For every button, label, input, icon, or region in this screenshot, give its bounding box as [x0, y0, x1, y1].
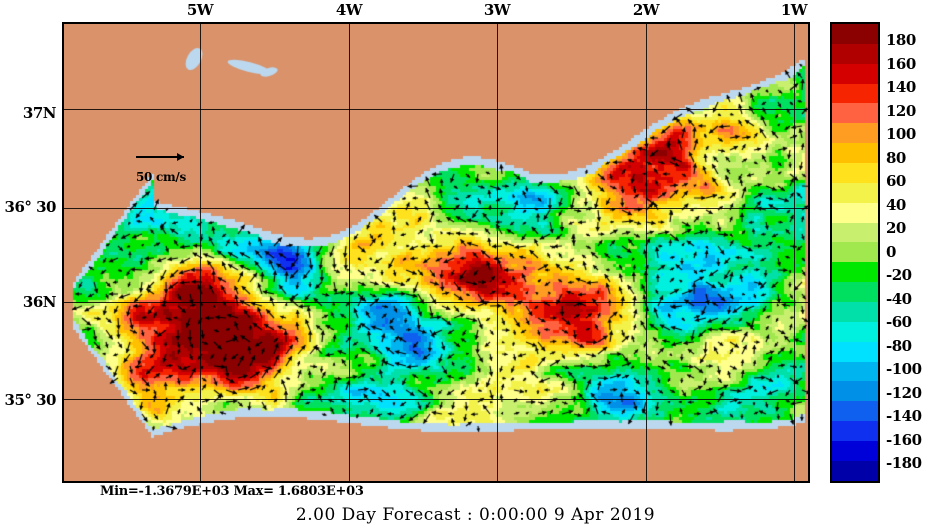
colorbar-band-6 [832, 143, 878, 164]
forecast-title: 2.00 Day Forecast : 0:00:00 9 Apr 2019 [295, 505, 656, 525]
vector-scale-key: 50 cm/s [136, 134, 256, 194]
gridline-lon-5w [200, 24, 201, 481]
colorbar-tick-labels: 180 160 140 120 100 80 60 40 20 0 -20 -40 -60 -80 -100… [886, 22, 951, 483]
x-tick-label-5w: 5W [186, 1, 214, 19]
colorbar-band-7 [832, 163, 878, 183]
colorbar-tick-neg160: -160 [886, 430, 922, 449]
gridline-lat-35-30 [64, 399, 808, 400]
colorbar-tick-140: 140 [886, 78, 916, 96]
colorbar-tick-120: 120 [886, 101, 916, 120]
x-tick-label-3w: 3W [483, 1, 511, 19]
y-tick-label-36n: 36N [22, 293, 57, 311]
colorbar-tick-neg80: -80 [886, 336, 912, 355]
gridline-lat-36-30 [64, 208, 808, 209]
colorbar-band-21 [832, 441, 878, 461]
colorbar-band-15 [832, 321, 878, 342]
colorbar[interactable] [830, 22, 880, 483]
gridline-lon-3w [497, 24, 498, 481]
colorbar-tick-neg40: -40 [886, 289, 912, 308]
colorbar-tick-180: 180 [886, 31, 916, 49]
colorbar-band-18 [832, 381, 878, 402]
colorbar-tick-neg180: -180 [886, 454, 922, 472]
scale-arrow-icon [136, 153, 184, 161]
colorbar-tick-20: 20 [886, 219, 906, 237]
x-tick-label-4w: 4W [335, 1, 363, 19]
colorbar-band-4 [832, 103, 878, 124]
y-tick-label-37n: 37N [22, 104, 57, 122]
colorbar-band-2 [832, 63, 878, 84]
colorbar-tick-160: 160 [886, 54, 916, 73]
colorbar-band-17 [832, 361, 878, 382]
colorbar-band-11 [832, 242, 878, 263]
colorbar-tick-neg140: -140 [886, 407, 922, 425]
y-tick-label-36-30: 36° 30 [4, 198, 57, 216]
colorbar-tick-neg100: -100 [886, 360, 922, 378]
y-tick-label-35-30: 35° 30 [4, 391, 57, 409]
gridline-lat-36n [64, 302, 808, 303]
gridline-lat-37n [64, 109, 808, 110]
colorbar-tick-neg60: -60 [886, 313, 912, 331]
colorbar-band-19 [832, 401, 878, 422]
colorbar-band-20 [832, 421, 878, 442]
colorbar-tick-40: 40 [886, 195, 906, 214]
colorbar-tick-neg120: -120 [886, 383, 922, 402]
colorbar-band-10 [832, 222, 878, 243]
colorbar-band-3 [832, 83, 878, 104]
colorbar-band-1 [832, 43, 878, 64]
scale-key-label: 50 cm/s [136, 170, 186, 184]
map-plot-area[interactable]: 50 cm/s [62, 22, 810, 483]
colorbar-band-14 [832, 302, 878, 322]
scalar-field-and-vector-overlay [64, 24, 808, 481]
colorbar-band-9 [832, 202, 878, 223]
gridline-lon-1w [794, 24, 795, 481]
gridline-lon-2w [646, 24, 647, 481]
colorbar-tick-60: 60 [886, 172, 906, 190]
gridline-lon-4w [349, 24, 350, 481]
colorbar-band-8 [832, 182, 878, 203]
x-tick-label-2w: 2W [632, 1, 660, 19]
colorbar-band-13 [832, 282, 878, 303]
colorbar-tick-80: 80 [886, 148, 906, 167]
min-max-caption: Min=-1.3679E+03 Max= 1.6803E+03 [100, 484, 364, 499]
colorbar-tick-neg20: -20 [886, 266, 912, 284]
colorbar-band-16 [832, 341, 878, 362]
colorbar-band-5 [832, 123, 878, 144]
colorbar-tick-0: 0 [886, 242, 896, 261]
colorbar-band-12 [832, 262, 878, 283]
colorbar-band-22 [832, 460, 878, 481]
colorbar-band-0 [832, 24, 878, 44]
colorbar-tick-100: 100 [886, 125, 916, 143]
x-tick-label-1w: 1W [780, 1, 808, 19]
